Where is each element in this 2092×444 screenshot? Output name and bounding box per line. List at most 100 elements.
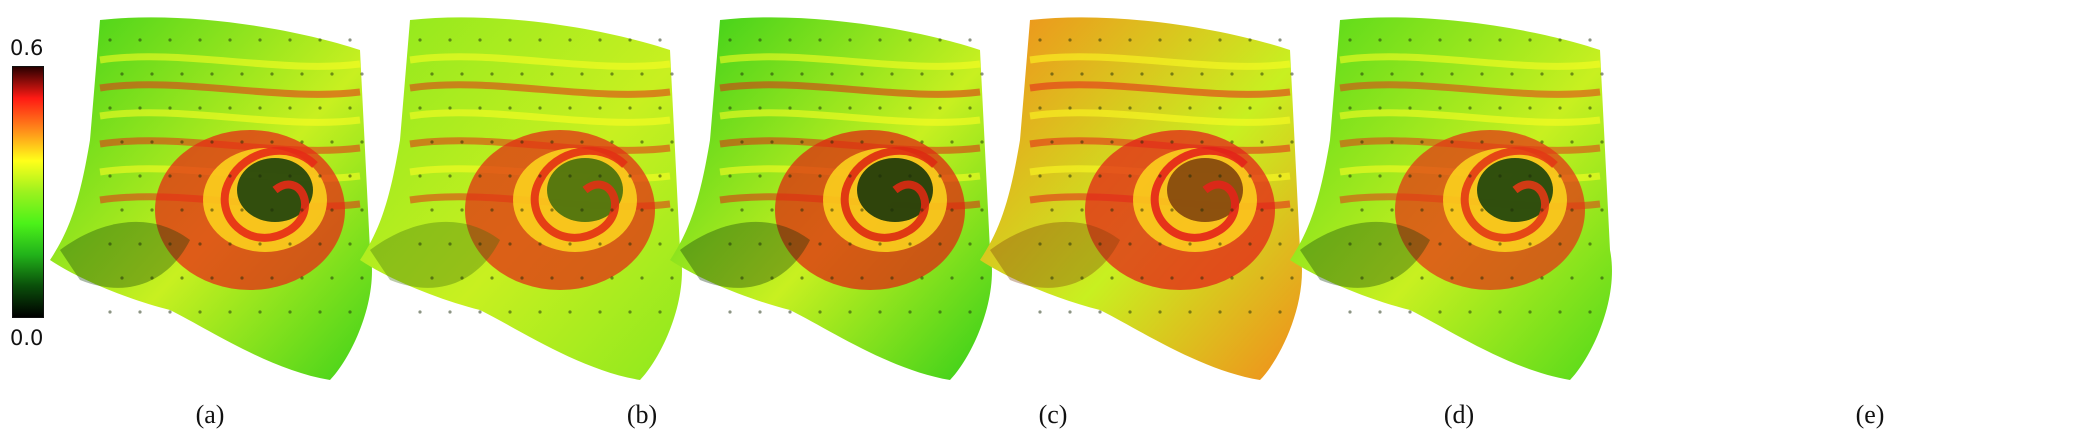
mesh-dot bbox=[1588, 174, 1592, 178]
mesh-dot bbox=[770, 140, 774, 144]
caption-b: (b) bbox=[626, 400, 658, 429]
mesh-dot bbox=[830, 208, 834, 212]
mesh-dot bbox=[628, 242, 632, 246]
mesh-dot bbox=[1390, 72, 1394, 76]
mesh-dot bbox=[330, 208, 334, 212]
mesh-dot bbox=[1480, 140, 1484, 144]
mesh-dot bbox=[168, 242, 172, 246]
mesh-dot bbox=[418, 174, 422, 178]
surface-figure bbox=[360, 17, 682, 380]
mesh-dot bbox=[228, 174, 232, 178]
ripple-band bbox=[1339, 53, 1601, 70]
mesh-dot bbox=[728, 310, 732, 314]
mesh-dot bbox=[1480, 208, 1484, 212]
mesh-dot bbox=[1438, 38, 1442, 42]
mesh-dot bbox=[360, 276, 364, 280]
mesh-dot bbox=[1468, 310, 1472, 314]
mesh-dot bbox=[1050, 72, 1054, 76]
surface-fold bbox=[1300, 221, 1430, 288]
mesh-dot bbox=[758, 174, 762, 178]
mesh-dot bbox=[1038, 310, 1042, 314]
mesh-dot bbox=[1408, 242, 1412, 246]
mesh-dot bbox=[878, 174, 882, 178]
caption-e: (e) bbox=[1855, 400, 1885, 429]
ripple-band bbox=[1029, 81, 1291, 98]
mesh-dot bbox=[1468, 106, 1472, 110]
mesh-dot bbox=[908, 174, 912, 178]
mesh-dot bbox=[460, 140, 464, 144]
mesh-dot bbox=[1200, 72, 1204, 76]
mesh-dot bbox=[240, 72, 244, 76]
mesh-dot bbox=[1248, 310, 1252, 314]
mesh-dot bbox=[628, 174, 632, 178]
mesh-dot bbox=[300, 276, 304, 280]
mesh-dot bbox=[1570, 208, 1574, 212]
mesh-dot bbox=[1218, 174, 1222, 178]
mesh-dot bbox=[430, 140, 434, 144]
mesh-dot bbox=[670, 208, 674, 212]
mesh-dot bbox=[348, 174, 352, 178]
mesh-dot bbox=[150, 72, 154, 76]
mesh-dot bbox=[460, 72, 464, 76]
mesh-dot bbox=[228, 106, 232, 110]
mesh-dot bbox=[818, 310, 822, 314]
mesh-dot bbox=[478, 310, 482, 314]
mesh-dot bbox=[210, 140, 214, 144]
mesh-dot bbox=[598, 174, 602, 178]
mesh-dot bbox=[1390, 140, 1394, 144]
mesh-dot bbox=[1558, 310, 1562, 314]
mesh-dot bbox=[1558, 106, 1562, 110]
mesh-dot bbox=[1588, 242, 1592, 246]
mesh-dot bbox=[1510, 208, 1514, 212]
mesh-dot bbox=[460, 276, 464, 280]
mesh-dot bbox=[1468, 242, 1472, 246]
mesh-dot bbox=[108, 174, 112, 178]
mesh-dot bbox=[890, 140, 894, 144]
surface-render-a bbox=[40, 0, 440, 400]
mesh-dot bbox=[1068, 242, 1072, 246]
surface-fold bbox=[60, 221, 190, 288]
mesh-dot bbox=[1570, 276, 1574, 280]
mesh-dot bbox=[1278, 242, 1282, 246]
mesh-dot bbox=[818, 242, 822, 246]
mesh-dot bbox=[270, 72, 274, 76]
mesh-dot bbox=[120, 140, 124, 144]
mesh-dot bbox=[1360, 276, 1364, 280]
mesh-dot bbox=[788, 174, 792, 178]
mesh-dot bbox=[878, 38, 882, 42]
mesh-dot bbox=[1188, 38, 1192, 42]
mesh-dot bbox=[980, 276, 984, 280]
mesh-dot bbox=[1290, 72, 1294, 76]
mesh-dot bbox=[908, 106, 912, 110]
mesh-dot bbox=[610, 208, 614, 212]
mesh-dot bbox=[1068, 310, 1072, 314]
mesh-dot bbox=[968, 174, 972, 178]
mesh-dot bbox=[728, 38, 732, 42]
mesh-dot bbox=[1098, 242, 1102, 246]
mesh-dot bbox=[138, 242, 142, 246]
ripple-band bbox=[409, 109, 671, 126]
mesh-dot bbox=[1378, 242, 1382, 246]
mesh-dot bbox=[1068, 106, 1072, 110]
mesh-dot bbox=[740, 140, 744, 144]
caption-d: (d) bbox=[1443, 400, 1475, 429]
mesh-dot bbox=[1290, 208, 1294, 212]
caption-a: (a) bbox=[195, 400, 225, 429]
mesh-dot bbox=[1050, 276, 1054, 280]
mesh-dot bbox=[210, 208, 214, 212]
mesh-dot bbox=[1050, 140, 1054, 144]
mesh-dot bbox=[740, 208, 744, 212]
mesh-dot bbox=[848, 38, 852, 42]
mesh-dot bbox=[920, 208, 924, 212]
mesh-dot bbox=[538, 106, 542, 110]
mesh-dot bbox=[448, 310, 452, 314]
mesh-dot bbox=[120, 276, 124, 280]
mesh-dot bbox=[138, 174, 142, 178]
mesh-dot bbox=[258, 38, 262, 42]
mesh-dot bbox=[1438, 174, 1442, 178]
mesh-dot bbox=[1600, 276, 1604, 280]
mesh-dot bbox=[1218, 310, 1222, 314]
surface-fold bbox=[370, 221, 500, 288]
colorbar-max-label: 0.6 bbox=[10, 36, 44, 60]
mesh-dot bbox=[1438, 242, 1442, 246]
